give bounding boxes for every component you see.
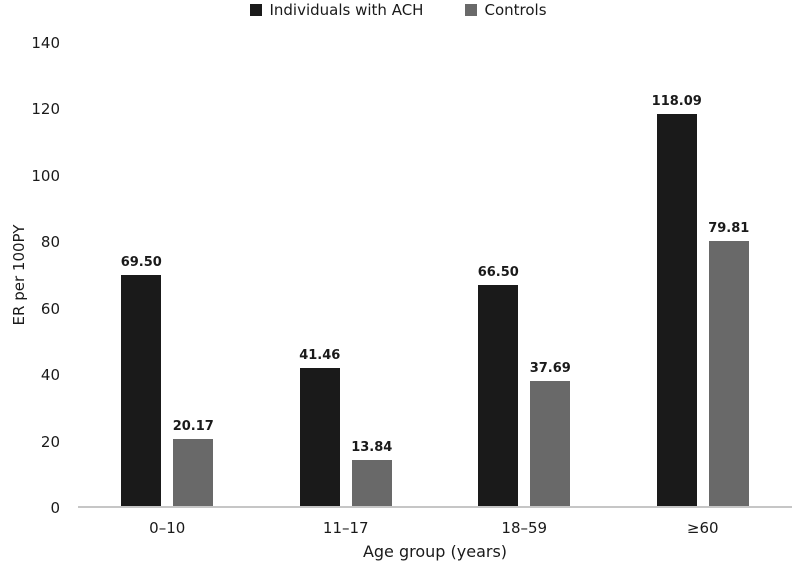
legend-swatch-icon (250, 4, 263, 16)
x-axis-category-labels: 0–10 11–17 18–59 ≥60 (78, 519, 792, 537)
legend-item: Controls (465, 1, 547, 19)
bar-group: 66.50 37.69 (435, 43, 614, 506)
y-tick-label: 60 (40, 299, 60, 318)
bar-value-label: 37.69 (529, 361, 571, 376)
bar-value-label: 66.50 (477, 265, 519, 280)
y-axis-tick-labels: 0 20 40 60 80 100 120 140 (0, 34, 60, 517)
x-category-label: ≥60 (686, 519, 719, 537)
bar-value-label: 69.50 (120, 255, 162, 270)
bar-value-label: 20.17 (172, 419, 214, 434)
bar-value-label: 118.09 (651, 94, 702, 109)
y-tick-label: 40 (40, 366, 60, 385)
x-category-label: 18–59 (501, 519, 548, 537)
legend-label: Controls (484, 1, 547, 19)
bar: 66.50 (478, 265, 519, 506)
bar-group: 118.09 79.81 (614, 43, 793, 506)
bar: 118.09 (652, 94, 702, 506)
bar: 69.50 (121, 255, 162, 506)
y-tick-label: 120 (31, 100, 60, 119)
bar: 37.69 (530, 361, 571, 506)
legend-label: Individuals with ACH (269, 1, 424, 19)
bar: 20.17 (173, 419, 214, 506)
bar-value-label: 13.84 (351, 440, 393, 455)
plot-area: 69.50 20.17 41.46 13.84 66.50 37.69 118.09 79.8… (78, 43, 792, 508)
legend-item: Individuals with ACH (250, 1, 423, 19)
y-tick-label: 80 (40, 233, 60, 252)
x-category-label: 11–17 (322, 519, 369, 537)
bar-group: 69.50 20.17 (78, 43, 257, 506)
chart-legend: Individuals with ACH Controls (0, 1, 797, 19)
bar-value-label: 79.81 (708, 221, 750, 236)
bar: 79.81 (708, 221, 749, 506)
y-tick-label: 140 (31, 34, 60, 52)
x-category-label: 0–10 (149, 519, 186, 537)
bar: 13.84 (351, 440, 392, 506)
y-tick-label: 20 (40, 432, 60, 451)
bar-value-label: 41.46 (299, 348, 341, 363)
bar-group: 41.46 13.84 (257, 43, 436, 506)
y-tick-label: 100 (31, 166, 60, 185)
legend-swatch-icon (465, 4, 478, 16)
x-axis-title: Age group (years) (362, 542, 508, 561)
bar: 41.46 (299, 348, 340, 506)
y-tick-label: 0 (50, 499, 60, 517)
